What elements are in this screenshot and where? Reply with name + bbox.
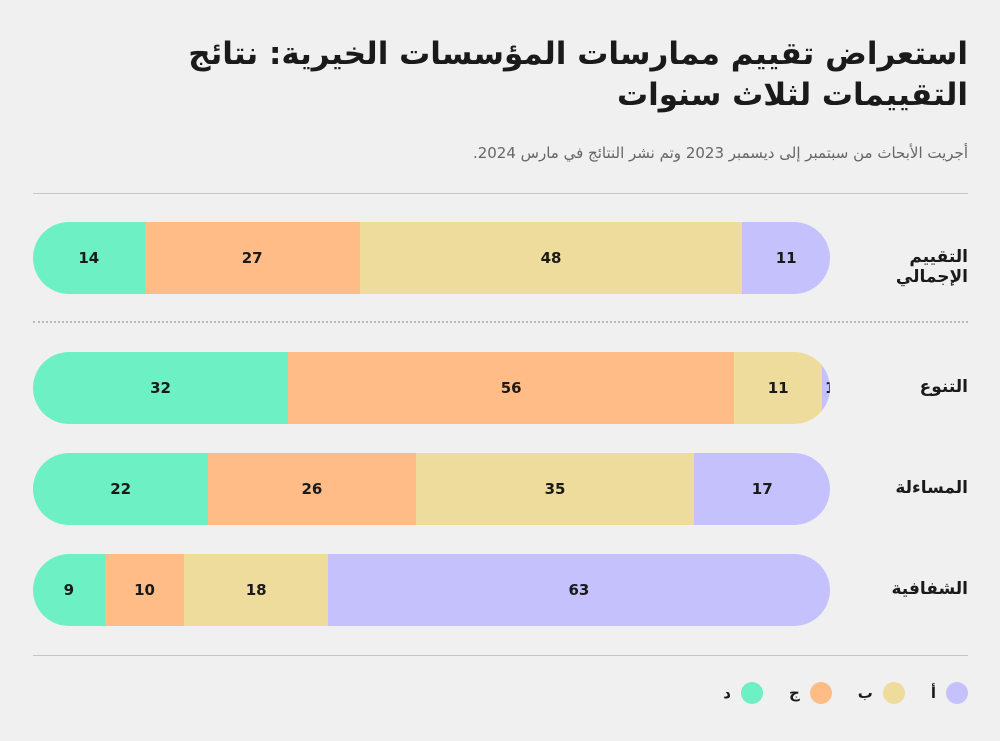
bar-segment-a: 63 xyxy=(327,554,830,626)
legend-swatch-a xyxy=(946,682,968,704)
chart-subtitle: أجريت الأبحاث من سبتمبر إلى ديسمبر 2023 … xyxy=(472,144,968,162)
overall-divider xyxy=(33,321,968,323)
bar-segment-label: 56 xyxy=(500,379,522,397)
bar-segment-label: 32 xyxy=(150,379,171,397)
legend-swatch-d xyxy=(740,682,763,704)
bar-segment-label: 26 xyxy=(301,480,323,498)
bar-overall: 14 27 48 11 xyxy=(33,222,830,294)
bar-segment-label: 11 xyxy=(767,379,789,397)
legend-swatch-b xyxy=(882,682,905,704)
bar-segment-c: 26 xyxy=(208,453,416,525)
bar-segment-b: 48 xyxy=(359,222,743,294)
bar-segment-label: 27 xyxy=(241,249,263,267)
legend-item-d: د xyxy=(723,682,763,704)
bar-segment-label: 9 xyxy=(63,581,75,599)
row-label-diversity: التنوع xyxy=(919,377,968,397)
bar-segment-c: 10 xyxy=(104,554,185,626)
bar-segment-label: 48 xyxy=(540,249,562,267)
bar-segment-label: 1 xyxy=(825,379,830,397)
bar-segment-c: 56 xyxy=(288,352,735,424)
bar-segment-b: 18 xyxy=(184,554,328,626)
bar-segment-label: 22 xyxy=(110,480,132,498)
bar-segment-d: 22 xyxy=(33,453,209,525)
legend: أ ب ج د xyxy=(723,682,968,704)
bar-segment-label: 18 xyxy=(245,581,267,599)
legend-label-d: د xyxy=(723,684,731,702)
legend-label-a: أ xyxy=(930,684,936,702)
bar-segment-c: 27 xyxy=(144,222,360,294)
chart-title: استعراض تقييم ممارسات المؤسسات الخيرية: … xyxy=(188,36,968,113)
bar-transparency: 9 10 18 63 xyxy=(33,554,830,626)
bar-segment-b: 11 xyxy=(734,352,822,424)
bar-segment-d: 32 xyxy=(33,352,289,424)
bar-segment-a: 1 xyxy=(822,352,830,424)
bar-diversity: 3256111 xyxy=(33,352,830,424)
top-divider xyxy=(33,193,968,194)
row-label-overall: التقييم الإجمالي xyxy=(895,247,968,287)
bar-segment-a: 17 xyxy=(694,453,830,525)
legend-item-b: ب xyxy=(858,682,905,704)
legend-label-b: ب xyxy=(857,684,873,702)
bar-segment-label: 63 xyxy=(568,581,590,599)
bottom-divider xyxy=(33,655,968,656)
bar-segment-d: 14 xyxy=(33,222,145,294)
bar-accountability: 22 26 35 17 xyxy=(33,453,830,525)
bar-segment-d: 9 xyxy=(33,554,105,626)
bar-segment-label: 11 xyxy=(775,249,797,267)
bar-segment-b: 35 xyxy=(415,453,695,525)
legend-swatch-c xyxy=(809,682,832,704)
bar-segment-label: 35 xyxy=(544,480,566,498)
bar-segment-a: 11 xyxy=(742,222,830,294)
bar-segment-label: 10 xyxy=(134,581,155,599)
legend-item-a: أ xyxy=(931,682,968,704)
bar-segment-label: 14 xyxy=(78,249,100,267)
legend-item-c: ج xyxy=(789,682,832,704)
bar-segment-label: 17 xyxy=(751,480,773,498)
legend-label-c: ج xyxy=(788,684,800,702)
row-label-transparency: الشفافية xyxy=(891,579,968,599)
row-label-accountability: المساءلة xyxy=(895,478,968,498)
